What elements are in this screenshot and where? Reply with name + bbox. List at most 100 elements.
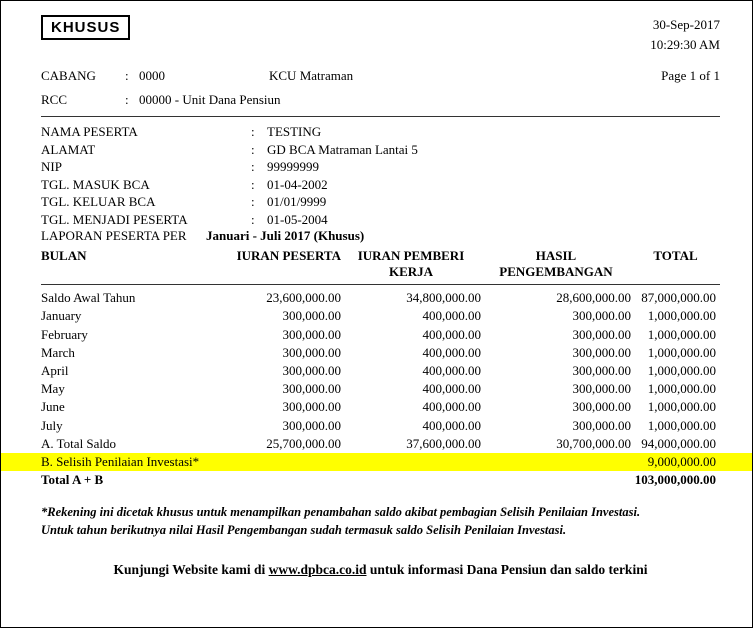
data-table: BULAN IURAN PESERTA IURAN PEMBERIKERJA H… [41, 246, 720, 489]
selisih-row: B. Selisih Penilaian Investasi* 9,000,00… [41, 453, 720, 471]
rcc-label: RCC [41, 92, 125, 108]
cell-bulan: June [41, 398, 201, 416]
colon: : [125, 92, 139, 108]
cell-iupk: 34,800,000.00 [341, 289, 481, 307]
cell-total: 1,000,000.00 [631, 307, 720, 325]
cell-total: 1,000,000.00 [631, 344, 720, 362]
menjadi-value: 01-05-2004 [267, 211, 328, 229]
selisih-total: 9,000,000.00 [631, 453, 720, 471]
cell-iupk: 400,000.00 [341, 417, 481, 435]
th-iupk: IURAN PEMBERIKERJA [341, 248, 481, 280]
table-row: April300,000.00400,000.00300,000.001,000… [41, 362, 720, 380]
masuk-label: TGL. MASUK BCA [41, 176, 251, 194]
subtotal-iup: 25,700,000.00 [201, 435, 341, 453]
cell-hasil: 300,000.00 [481, 380, 631, 398]
cell-iupk: 400,000.00 [341, 362, 481, 380]
nip-value: 99999999 [267, 158, 319, 176]
colon: : [125, 68, 139, 84]
table-row: March300,000.00400,000.00300,000.001,000… [41, 344, 720, 362]
table-row: May300,000.00400,000.00300,000.001,000,0… [41, 380, 720, 398]
note-line-2: Untuk tahun berikutnya nilai Hasil Penge… [41, 521, 720, 539]
laporan-row: LAPORAN PESERTA PER Januari - Juli 2017 … [41, 228, 720, 244]
cell-iup: 23,600,000.00 [201, 289, 341, 307]
divider [41, 116, 720, 117]
cell-bulan: January [41, 307, 201, 325]
khusus-badge: KHUSUS [41, 15, 130, 40]
alamat-value: GD BCA Matraman Lantai 5 [267, 141, 418, 159]
cell-hasil: 300,000.00 [481, 326, 631, 344]
website-link[interactable]: www.dpbca.co.id [269, 562, 367, 577]
cell-iupk: 400,000.00 [341, 307, 481, 325]
cell-iup: 300,000.00 [201, 380, 341, 398]
nama-value: TESTING [267, 123, 321, 141]
th-total: TOTAL [631, 248, 720, 280]
cabang-name: KCU Matraman [269, 68, 353, 84]
cell-hasil: 28,600,000.00 [481, 289, 631, 307]
cell-hasil: 300,000.00 [481, 344, 631, 362]
subtotal-total: 94,000,000.00 [631, 435, 720, 453]
page-number: Page 1 of 1 [661, 68, 720, 84]
grand-total: 103,000,000.00 [631, 471, 720, 489]
rcc-row: RCC : 00000 - Unit Dana Pensiun [41, 92, 720, 108]
cell-bulan: April [41, 362, 201, 380]
cell-hasil: 300,000.00 [481, 417, 631, 435]
top-row: KHUSUS 30-Sep-2017 10:29:30 AM [41, 15, 720, 54]
nip-label: NIP [41, 158, 251, 176]
selisih-label: B. Selisih Penilaian Investasi* [41, 453, 341, 471]
cell-bulan: February [41, 326, 201, 344]
nama-label: NAMA PESERTA [41, 123, 251, 141]
footnotes: *Rekening ini dicetak khusus untuk menam… [41, 503, 720, 539]
alamat-label: ALAMAT [41, 141, 251, 159]
table-body: Saldo Awal Tahun23,600,000.0034,800,000.… [41, 289, 720, 435]
table-row: January300,000.00400,000.00300,000.001,0… [41, 307, 720, 325]
subtotal-hasil: 30,700,000.00 [481, 435, 631, 453]
masuk-value: 01-04-2002 [267, 176, 328, 194]
grand-total-row: Total A + B 103,000,000.00 [41, 471, 720, 489]
laporan-label: LAPORAN PESERTA PER [41, 228, 206, 244]
keluar-value: 01/01/9999 [267, 193, 326, 211]
cell-iupk: 400,000.00 [341, 326, 481, 344]
selisih-highlight: B. Selisih Penilaian Investasi* 9,000,00… [1, 453, 752, 471]
cell-iup: 300,000.00 [201, 398, 341, 416]
subtotal-row: A. Total Saldo 25,700,000.00 37,600,000.… [41, 435, 720, 453]
cell-iupk: 400,000.00 [341, 380, 481, 398]
cell-bulan: May [41, 380, 201, 398]
table-row: Saldo Awal Tahun23,600,000.0034,800,000.… [41, 289, 720, 307]
cell-iup: 300,000.00 [201, 417, 341, 435]
table-header: BULAN IURAN PESERTA IURAN PEMBERIKERJA H… [41, 246, 720, 285]
subtotal-iupk: 37,600,000.00 [341, 435, 481, 453]
footer-line: Kunjungi Website kami di www.dpbca.co.id… [41, 562, 720, 578]
cell-iupk: 400,000.00 [341, 398, 481, 416]
header-block: CABANG : 0000 KCU Matraman Page 1 of 1 R… [41, 68, 720, 108]
cell-total: 1,000,000.00 [631, 326, 720, 344]
cell-iup: 300,000.00 [201, 326, 341, 344]
cell-bulan: March [41, 344, 201, 362]
footer-pre: Kunjungi Website kami di [114, 562, 269, 577]
cell-total: 1,000,000.00 [631, 398, 720, 416]
menjadi-label: TGL. MENJADI PESERTA [41, 211, 251, 229]
cell-total: 1,000,000.00 [631, 380, 720, 398]
cabang-label: CABANG [41, 68, 125, 84]
cell-total: 1,000,000.00 [631, 362, 720, 380]
cell-bulan: Saldo Awal Tahun [41, 289, 201, 307]
keluar-label: TGL. KELUAR BCA [41, 193, 251, 211]
note-line-1: *Rekening ini dicetak khusus untuk menam… [41, 503, 720, 521]
laporan-value: Januari - Juli 2017 (Khusus) [206, 228, 364, 244]
cell-hasil: 300,000.00 [481, 398, 631, 416]
grand-label: Total A + B [41, 471, 201, 489]
cell-total: 1,000,000.00 [631, 417, 720, 435]
footer-post: untuk informasi Dana Pensiun dan saldo t… [367, 562, 648, 577]
th-bulan: BULAN [41, 248, 201, 280]
cell-total: 87,000,000.00 [631, 289, 720, 307]
cell-bulan: July [41, 417, 201, 435]
details-block: NAMA PESERTA:TESTING ALAMAT:GD BCA Matra… [41, 123, 720, 244]
th-iup: IURAN PESERTA [201, 248, 341, 280]
cell-iup: 300,000.00 [201, 307, 341, 325]
th-hasil: HASILPENGEMBANGAN [481, 248, 631, 280]
cell-iupk: 400,000.00 [341, 344, 481, 362]
table-row: June300,000.00400,000.00300,000.001,000,… [41, 398, 720, 416]
print-date: 30-Sep-2017 [650, 15, 720, 35]
cabang-code: 0000 [139, 68, 269, 84]
print-time: 10:29:30 AM [650, 35, 720, 55]
cell-hasil: 300,000.00 [481, 362, 631, 380]
